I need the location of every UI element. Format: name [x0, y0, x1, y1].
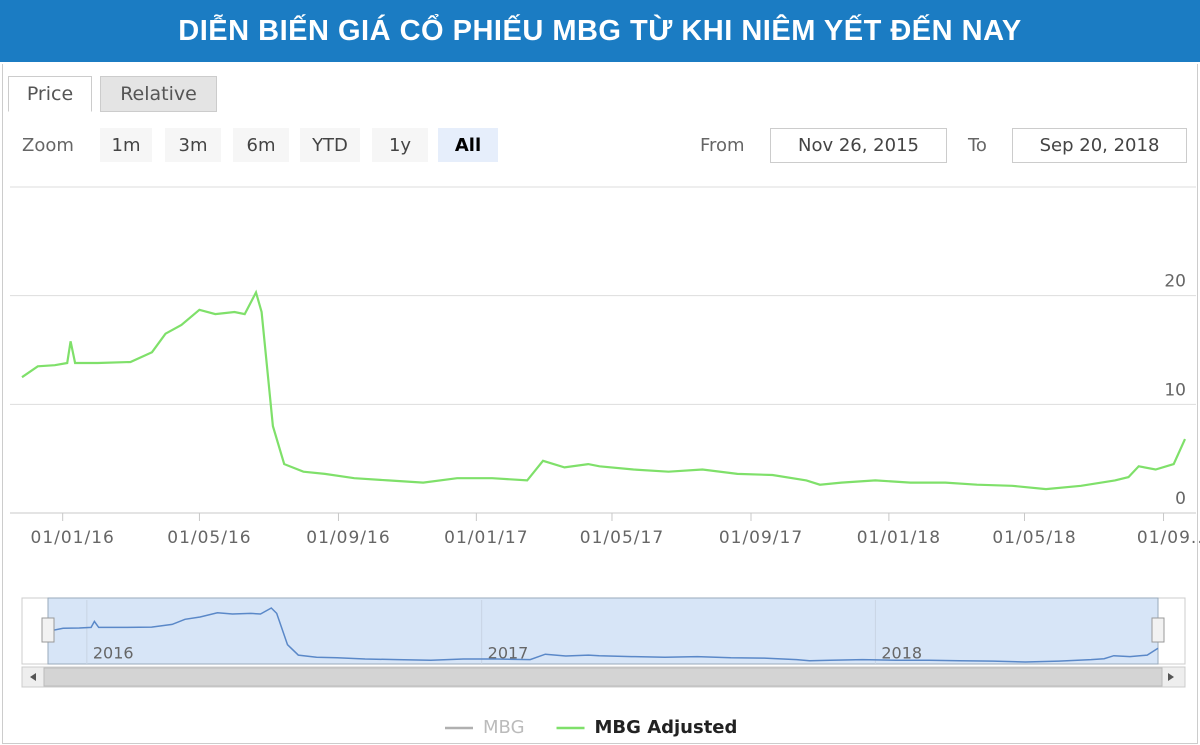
- y-tick-label: 0: [1175, 489, 1186, 509]
- from-input[interactable]: Nov 26, 2015: [770, 128, 947, 163]
- to-label: To: [968, 135, 987, 156]
- navigator-selection: [47, 597, 1159, 665]
- zoom-button[interactable]: 1y: [372, 128, 428, 162]
- y-tick-label: 10: [1164, 380, 1186, 400]
- chart-frame: [2, 64, 1198, 744]
- zoom-button[interactable]: YTD: [300, 128, 360, 162]
- from-label: From: [700, 135, 745, 156]
- navigator-handle[interactable]: [1151, 617, 1165, 643]
- x-tick-label: 01/01/17: [444, 528, 528, 548]
- navigator-tick-label: 2017: [488, 644, 529, 663]
- x-tick-label: 01/05/16: [167, 528, 251, 548]
- tab[interactable]: Price: [8, 76, 92, 112]
- navigator-tick-label: 2018: [881, 644, 922, 663]
- navigator-line: [47, 607, 1159, 663]
- x-tick-label: 01/05/17: [580, 528, 664, 548]
- legend-label[interactable]: MBG: [483, 717, 525, 738]
- y-tick-label: 20: [1164, 272, 1186, 292]
- scroll-left: [30, 673, 36, 681]
- x-tick-label: 01/05/18: [992, 528, 1076, 548]
- price-line: [21, 289, 1187, 491]
- zoom-button[interactable]: 6m: [233, 128, 289, 162]
- x-tick-label: 01/01/16: [31, 528, 115, 548]
- zoom-button[interactable]: All: [438, 128, 498, 162]
- x-tick-label: 01/09/17: [719, 528, 803, 548]
- scroll-right: [1168, 673, 1174, 681]
- x-tick-label: 01/01/18: [857, 528, 941, 548]
- to-input[interactable]: Sep 20, 2018: [1012, 128, 1187, 163]
- navigator-tick-label: 2016: [93, 644, 134, 663]
- x-tick-label: 01/09/16: [306, 528, 390, 548]
- x-tick-label: 01/09...: [1137, 528, 1200, 548]
- zoom-button[interactable]: 1m: [100, 128, 152, 162]
- title-banner: DIỄN BIẾN GIÁ CỔ PHIẾU MBG TỪ KHI NIÊM Y…: [0, 0, 1200, 62]
- zoom-button[interactable]: 3m: [165, 128, 221, 162]
- scrollbar-thumb: [43, 667, 1163, 687]
- tab[interactable]: Relative: [100, 76, 217, 112]
- zoom-label: Zoom: [22, 135, 74, 156]
- legend-label[interactable]: MBG Adjusted: [595, 717, 738, 738]
- navigator-handle[interactable]: [41, 617, 55, 643]
